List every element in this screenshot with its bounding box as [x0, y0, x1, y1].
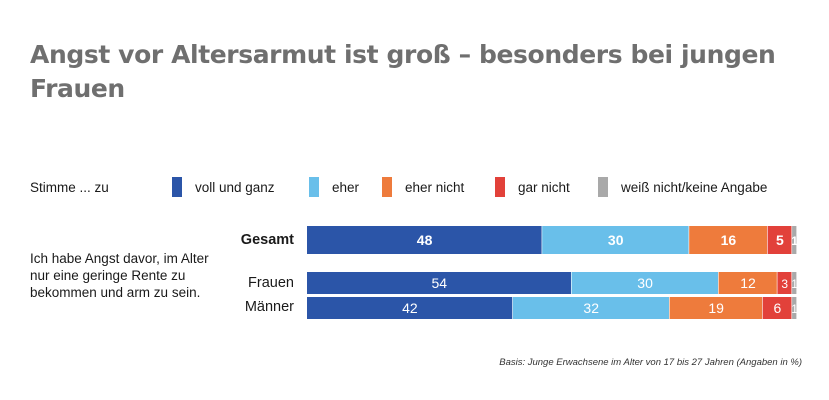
legend-swatch: [495, 177, 505, 197]
legend-item-eher-nicht: eher nicht: [382, 177, 464, 197]
bar-gesamt-eher-nicht: [689, 226, 767, 254]
bar-frauen-voll-und-ganz: [307, 272, 571, 294]
row-label-gesamt: Gesamt: [240, 232, 294, 248]
legend-item-weiss-nicht: weiß nicht/keine Angabe: [598, 177, 767, 197]
legend-swatch: [172, 177, 182, 197]
survey-statement: Ich habe Angst davor, im Alter nur eine …: [30, 251, 209, 300]
legend-prefix: Stimme ... zu: [30, 180, 109, 195]
bar-gesamt-eher: [542, 226, 689, 254]
legend-label: eher nicht: [405, 179, 465, 195]
data-label-gesamt-voll-und-ganz: 48: [417, 232, 433, 248]
data-label-gesamt-eher-nicht: 16: [721, 232, 737, 248]
bar-frauen-eher-nicht: [718, 272, 777, 294]
chart-title: Angst vor Altersarmut ist groß – besonde…: [30, 40, 776, 103]
data-label-frauen-weiss-nicht: 1: [791, 277, 798, 291]
bar-gesamt-weiss-nicht: [792, 226, 797, 254]
data-label-maenner-eher-nicht: 19: [708, 300, 724, 316]
data-label-gesamt-weiss-nicht: 1: [791, 234, 798, 248]
footnote: Basis: Junge Erwachsene im Alter von 17 …: [499, 357, 802, 368]
data-label-frauen-gar-nicht: 3: [781, 277, 788, 291]
row-label-maenner: Männer: [244, 299, 294, 315]
bar-frauen-gar-nicht: [777, 272, 792, 294]
legend-item-voll-und-ganz: voll und ganz: [172, 177, 275, 197]
bar-maenner-eher-nicht: [669, 297, 763, 319]
data-label-maenner-gar-nicht: 6: [774, 300, 782, 316]
bar-frauen-eher: [571, 272, 718, 294]
legend-item-gar-nicht: gar nicht: [495, 177, 570, 197]
data-label-gesamt-eher: 30: [608, 232, 624, 248]
legend-swatch: [598, 177, 608, 197]
legend-label: weiß nicht/keine Angabe: [621, 179, 768, 195]
bar-frauen-weiss-nicht: [792, 272, 797, 294]
legend-label: gar nicht: [518, 179, 570, 195]
data-label-maenner-weiss-nicht: 1: [791, 302, 798, 316]
bar-maenner-weiss-nicht: [792, 297, 797, 319]
bar-gesamt-gar-nicht: [767, 226, 792, 254]
data-label-gesamt-gar-nicht: 5: [776, 232, 784, 248]
bar-maenner-voll-und-ganz: [307, 297, 513, 319]
legend-swatch: [309, 177, 319, 197]
legend-label: eher: [332, 179, 360, 195]
legend-item-eher: eher: [309, 177, 359, 197]
data-label-frauen-voll-und-ganz: 54: [432, 275, 448, 291]
bar-maenner-gar-nicht: [762, 297, 792, 319]
legend-label: voll und ganz: [195, 179, 275, 195]
data-label-frauen-eher: 30: [637, 275, 653, 291]
data-label-maenner-voll-und-ganz: 42: [402, 300, 418, 316]
data-label-maenner-eher: 32: [583, 300, 599, 316]
legend-swatch: [382, 177, 392, 197]
bar-maenner-eher: [512, 297, 669, 319]
bar-gesamt-voll-und-ganz: [307, 226, 542, 254]
row-label-frauen: Frauen: [248, 275, 294, 291]
data-label-frauen-eher-nicht: 12: [740, 275, 756, 291]
